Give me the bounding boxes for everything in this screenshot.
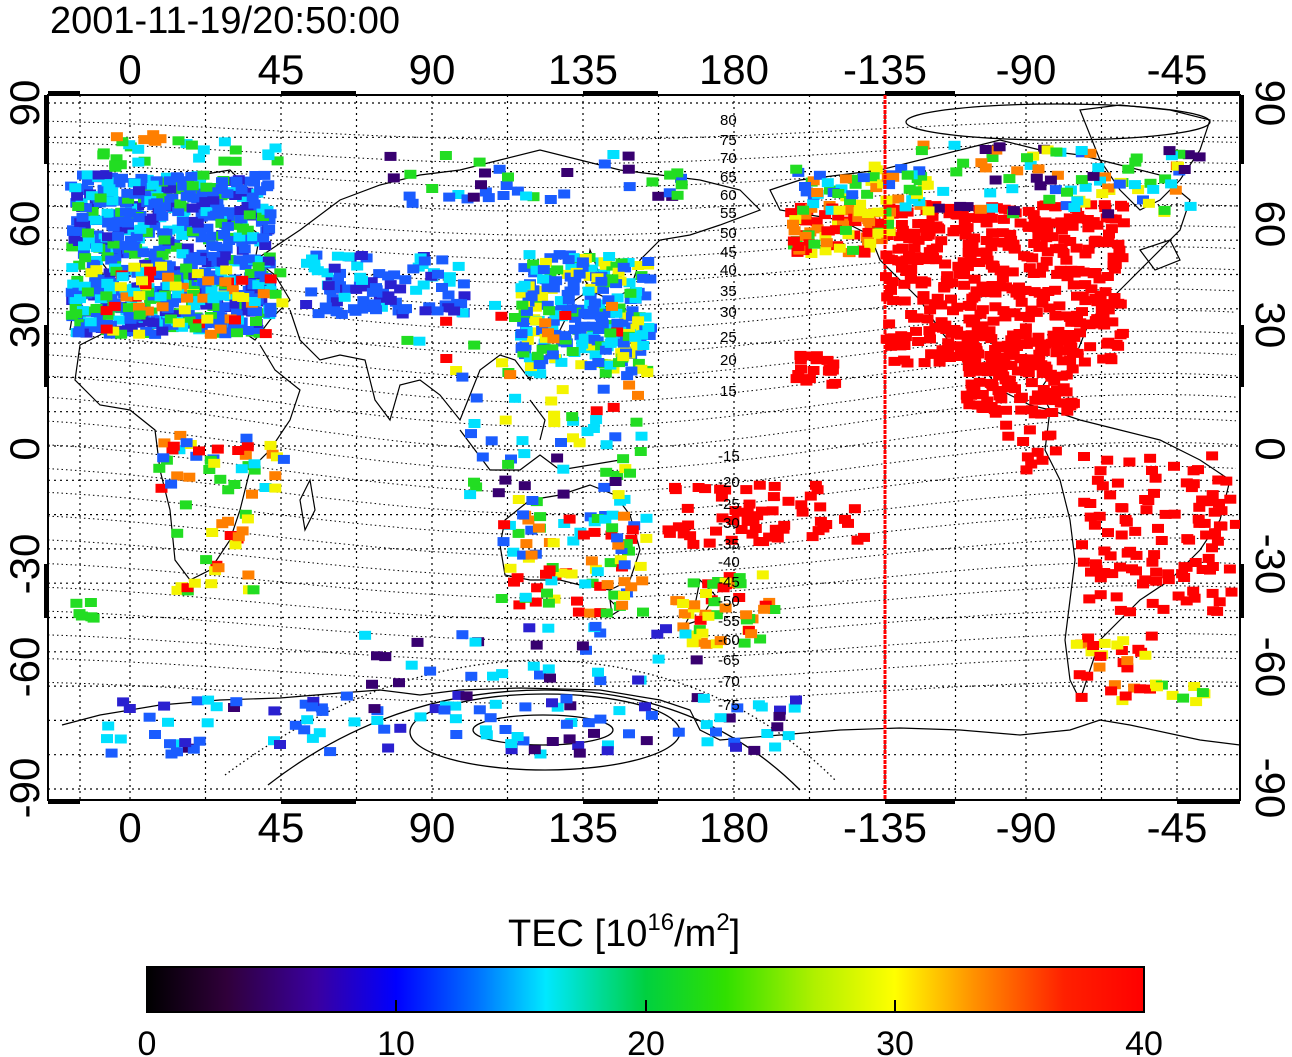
right-lat-tick: 60	[1247, 201, 1292, 248]
bottom-lon-tick: -45	[1147, 804, 1208, 851]
right-latitude-ticks: 90 60 30 0 -30 -60 -90	[1247, 80, 1292, 819]
contour-label: 50	[720, 225, 737, 242]
bottom-lon-tick: -90	[996, 804, 1057, 851]
contour-label: 15	[720, 383, 737, 400]
colorbar-tick-label: 40	[1125, 1025, 1163, 1057]
left-lat-tick: 30	[1, 302, 48, 349]
contour-label: -55	[718, 613, 740, 630]
bottom-lon-tick: 45	[258, 804, 305, 851]
right-lat-tick: -30	[1247, 534, 1292, 595]
left-lat-tick: 60	[1, 201, 48, 248]
top-lon-tick: 135	[548, 46, 618, 93]
bottom-lon-tick: 0	[118, 804, 141, 851]
colorbar-label: TEC [1016/m2]	[508, 909, 740, 955]
top-lon-tick: 45	[258, 46, 305, 93]
contour-label: -15	[718, 448, 740, 465]
right-lat-tick: 0	[1247, 437, 1292, 460]
right-lat-tick: 30	[1247, 302, 1292, 349]
top-lon-tick: -45	[1147, 46, 1208, 93]
bottom-lon-tick: 180	[699, 804, 769, 851]
bottom-longitude-ticks: 0 45 90 135 180 -135 -90 -45	[118, 804, 1207, 851]
bottom-lon-tick: -135	[843, 804, 927, 851]
contour-label: 60	[720, 187, 737, 204]
top-lon-tick: 90	[409, 46, 456, 93]
contour-label: -60	[718, 632, 740, 649]
contour-label: 30	[720, 304, 737, 321]
contour-label: -35	[718, 536, 740, 553]
left-lat-tick: -30	[1, 534, 48, 595]
contour-label: 20	[720, 352, 737, 369]
top-lon-tick: 180	[699, 46, 769, 93]
contour-label: -70	[718, 673, 740, 690]
contour-label: -65	[718, 652, 740, 669]
colorbar-tick-label: 10	[377, 1025, 415, 1057]
contour-label: -20	[718, 474, 740, 491]
contour-label: 40	[720, 262, 737, 279]
contour-label: -25	[718, 496, 740, 513]
tec-data-cells	[65, 130, 1240, 759]
colorbar-ticks: 0 10 20 30 40	[138, 1000, 1163, 1057]
top-longitude-ticks: 0 45 90 135 180 -135 -90 -45	[118, 46, 1207, 93]
contour-label: -30	[718, 515, 740, 532]
colorbar-tick-label: 30	[876, 1025, 914, 1057]
left-lat-tick: -90	[1, 758, 48, 819]
colorbar-tick-label: 20	[627, 1025, 665, 1057]
colorbar: TEC [1016/m2] 0 10 20 30 40	[138, 909, 1163, 1057]
contour-label: 65	[720, 169, 737, 186]
contour-label: 45	[720, 244, 737, 261]
contour-label: -75	[718, 697, 740, 714]
top-lon-tick: -90	[996, 46, 1057, 93]
bottom-lon-tick: 90	[409, 804, 456, 851]
left-lat-tick: 90	[1, 80, 48, 127]
plot-title: 2001-11-19/20:50:00	[50, 0, 400, 42]
contour-label: -50	[718, 593, 740, 610]
contour-label: 75	[720, 132, 737, 149]
contour-label: 70	[720, 150, 737, 167]
contour-label: 35	[720, 283, 737, 300]
contour-label: 80	[720, 112, 737, 129]
left-lat-tick: -60	[1, 637, 48, 698]
colorbar-tick-label: 0	[138, 1025, 157, 1057]
right-lat-tick: 90	[1247, 80, 1292, 127]
bottom-lon-tick: 135	[548, 804, 618, 851]
contour-label: -45	[718, 574, 740, 591]
left-lat-tick: 0	[1, 437, 48, 460]
contour-label: 25	[720, 329, 737, 346]
contour-label: 55	[720, 205, 737, 222]
right-lat-tick: -90	[1247, 758, 1292, 819]
left-latitude-ticks: 90 60 30 0 -30 -60 -90	[1, 80, 48, 819]
top-lon-tick: -135	[843, 46, 927, 93]
top-lon-tick: 0	[118, 46, 141, 93]
right-lat-tick: -60	[1247, 637, 1292, 698]
contour-label: -40	[718, 554, 740, 571]
frame-bars	[44, 91, 1244, 804]
